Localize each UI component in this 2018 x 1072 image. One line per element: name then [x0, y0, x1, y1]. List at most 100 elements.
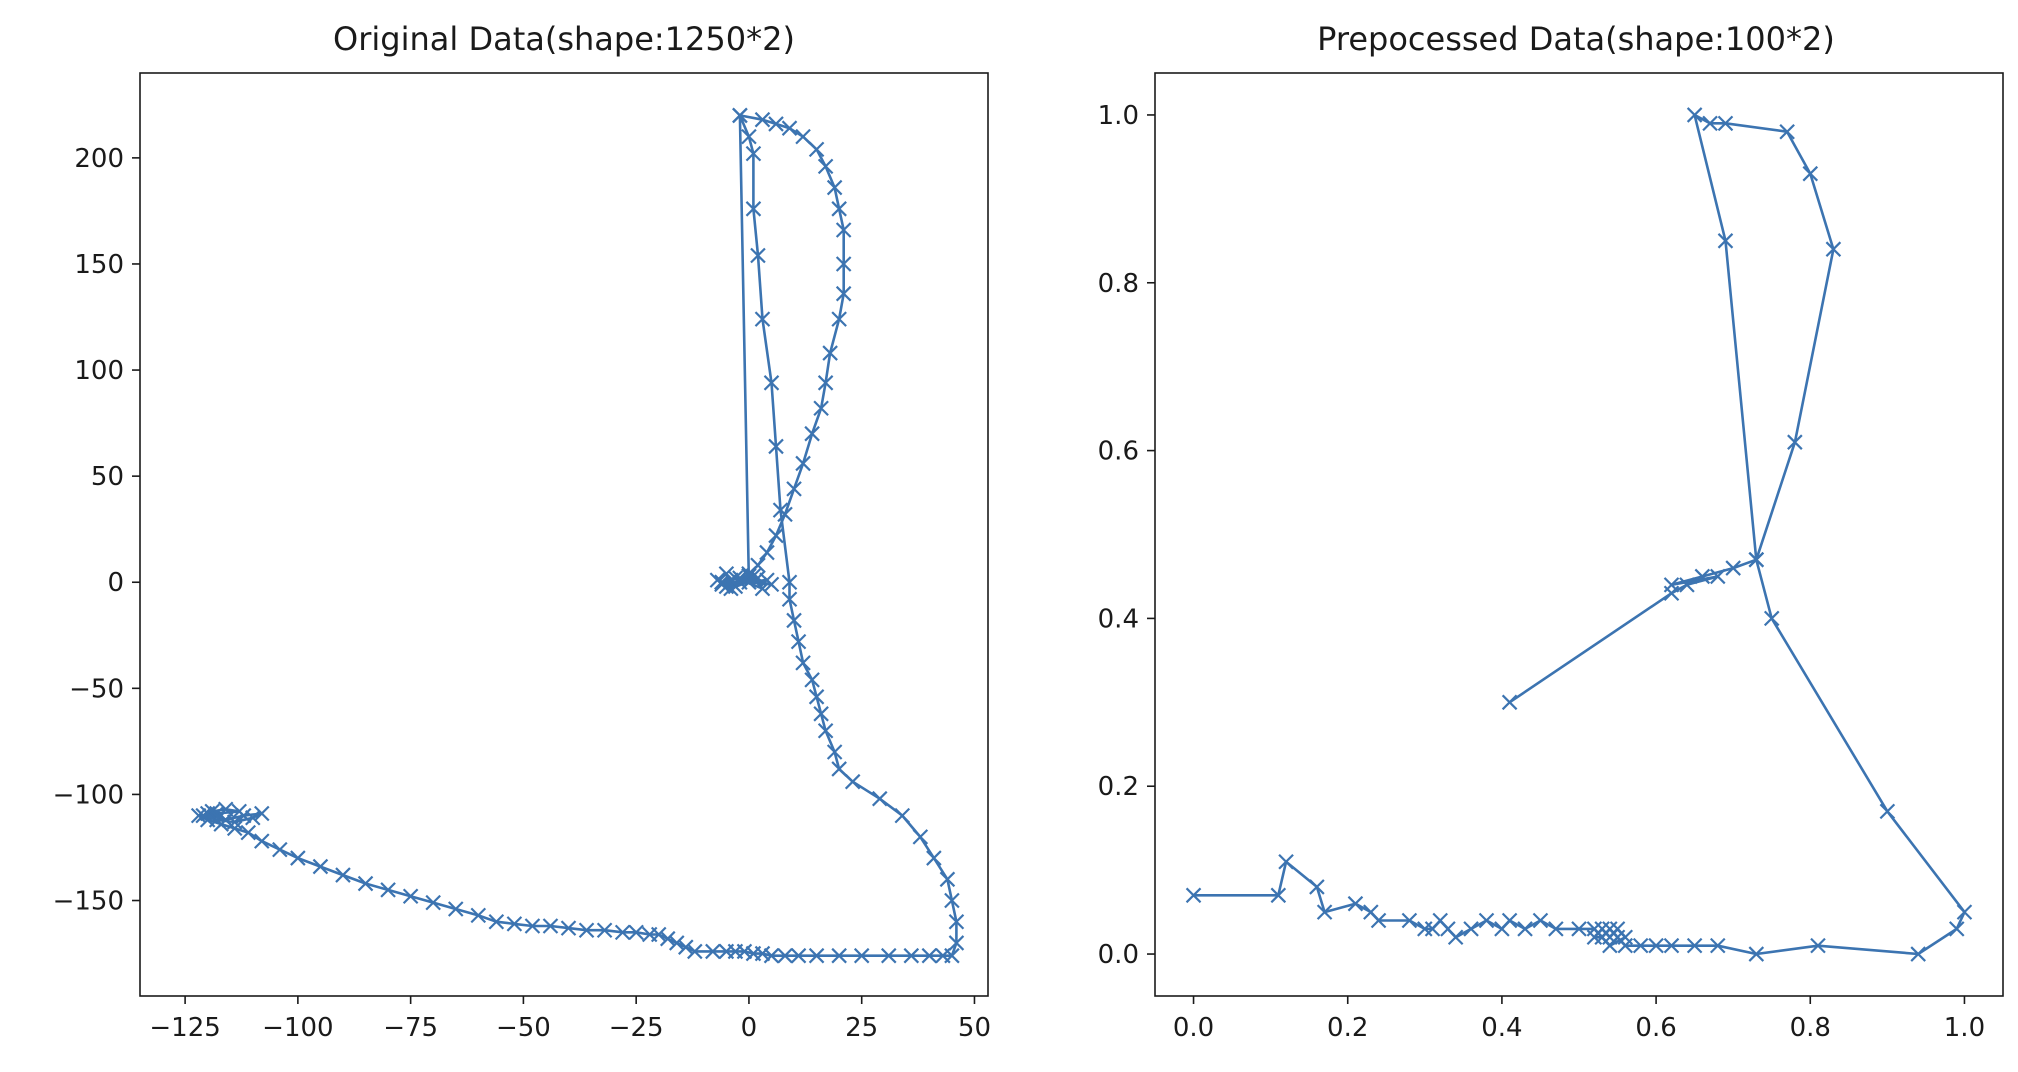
x-tick-label: 50	[958, 1013, 991, 1043]
data-point-marker	[750, 570, 766, 586]
data-point-marker	[804, 672, 820, 688]
data-point-marker	[754, 311, 771, 327]
data-point-marker	[826, 744, 843, 760]
data-point-marker	[1316, 904, 1333, 920]
y-tick-label: 50	[91, 462, 124, 492]
y-tick-label: 1.0	[1098, 101, 1139, 131]
x-tick-label: −50	[496, 1013, 551, 1043]
data-point-marker	[754, 580, 771, 597]
data-point-marker	[745, 201, 762, 217]
data-point-marker	[763, 576, 780, 593]
data-point-marker	[1679, 577, 1695, 593]
data-point-marker	[835, 285, 852, 302]
data-point-marker	[190, 807, 207, 824]
data-point-marker	[831, 201, 847, 217]
data-point-marker	[822, 345, 838, 361]
data-point-marker	[745, 945, 762, 962]
data-point-marker	[199, 805, 216, 822]
data-point-marker	[795, 455, 811, 472]
data-point-marker	[718, 943, 735, 960]
data-point-marker	[768, 116, 784, 132]
data-point-marker	[1401, 912, 1418, 929]
data-point-marker	[488, 913, 505, 930]
data-point-marker	[668, 935, 685, 951]
data-point-marker	[790, 633, 807, 650]
data-point-marker	[714, 576, 730, 593]
x-tick-label: −100	[262, 1013, 333, 1043]
data-point-marker	[853, 947, 870, 964]
data-point-marker	[244, 809, 261, 826]
y-tick-label: 200	[74, 144, 124, 174]
y-tick-label: 100	[74, 356, 124, 386]
data-point-marker	[939, 871, 956, 888]
data-point-marker	[470, 907, 487, 924]
data-point-marker	[1717, 115, 1734, 132]
data-point-marker	[741, 568, 757, 584]
x-tick-label: 25	[845, 1013, 878, 1043]
data-point-marker	[926, 850, 942, 866]
data-point-marker	[948, 935, 965, 951]
y-tick-label: −50	[69, 674, 124, 704]
data-point-marker	[817, 722, 834, 739]
data-point-marker	[272, 841, 288, 858]
x-tick-label: 0.8	[1790, 1013, 1831, 1043]
data-point-marker	[1686, 107, 1703, 123]
data-point-marker	[195, 807, 211, 824]
data-point-marker	[425, 894, 441, 911]
data-point-marker	[781, 574, 798, 591]
data-point-marker	[835, 222, 852, 238]
data-point-marker	[1494, 921, 1510, 937]
data-point-marker	[1810, 937, 1826, 954]
data-point-marker	[880, 947, 897, 964]
x-tick-label: 0.0	[1173, 1013, 1214, 1043]
data-point-marker	[768, 438, 784, 455]
data-point-marker	[596, 922, 613, 939]
data-point-marker	[1424, 921, 1441, 937]
data-point-marker	[745, 145, 762, 162]
data-point-marker	[1879, 803, 1896, 820]
data-point-marker	[254, 805, 270, 822]
data-point-marker	[217, 812, 234, 828]
data-point-marker	[447, 901, 464, 917]
data-point-marker	[714, 574, 730, 591]
data-point-marker	[750, 247, 766, 264]
data-point-marker	[732, 107, 748, 124]
data-point-marker	[813, 706, 829, 722]
data-point-marker	[335, 867, 351, 883]
data-point-marker	[506, 916, 523, 932]
data-point-marker	[357, 875, 374, 892]
data-point-marker	[1517, 921, 1533, 937]
data-point-marker	[1802, 165, 1819, 182]
data-point-marker	[781, 120, 798, 136]
data-point-marker	[1648, 937, 1664, 954]
data-point-marker	[777, 506, 793, 523]
data-point-marker	[1185, 887, 1202, 904]
right-chart-title: Prepocessed Data(shape:100*2)	[1317, 20, 1835, 58]
data-point-marker	[817, 158, 834, 175]
data-point-marker	[1910, 946, 1926, 962]
data-point-marker	[254, 833, 270, 849]
data-point-marker	[831, 761, 847, 777]
data-point-marker	[759, 544, 775, 561]
y-tick-label: −100	[53, 780, 124, 810]
x-tick-label: 1.0	[1944, 1013, 1985, 1043]
data-point-marker	[813, 400, 829, 417]
data-point-marker	[1663, 937, 1680, 954]
data-point-marker	[781, 591, 798, 607]
data-point-marker	[240, 824, 257, 841]
left-chart-title: Original Data(shape:1250*2)	[333, 20, 795, 58]
data-point-marker	[1617, 929, 1634, 946]
data-point-marker	[1347, 895, 1364, 912]
data-point-marker	[826, 179, 843, 196]
y-tick-label: 0	[107, 568, 124, 598]
data-point-marker	[912, 829, 929, 845]
data-point-marker	[754, 111, 771, 128]
data-point-marker	[786, 481, 802, 497]
data-point-marker	[1309, 879, 1325, 895]
data-point-marker	[741, 128, 757, 145]
x-tick-label: −75	[383, 1013, 438, 1043]
data-point-marker	[524, 918, 541, 934]
data-point-marker	[312, 858, 329, 875]
data-point-marker	[1948, 921, 1965, 937]
